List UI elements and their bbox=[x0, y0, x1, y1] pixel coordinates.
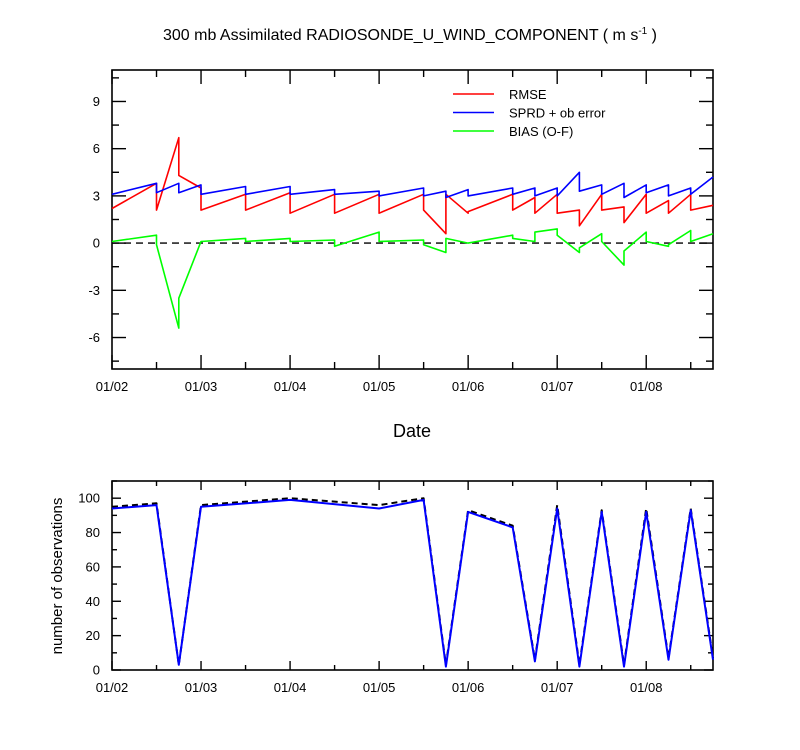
x-tick-label: 01/03 bbox=[185, 379, 218, 394]
x-tick-label: 01/06 bbox=[452, 379, 485, 394]
plot-frame bbox=[111, 69, 714, 370]
x-tick-label: 01/08 bbox=[630, 379, 663, 394]
y-tick-label: 20 bbox=[86, 628, 100, 643]
y-tick-label: 40 bbox=[86, 594, 100, 609]
bottom-panel: 01/02 01/03 01/04 01/05 01/06 01/07 01/08 0 20 40… bbox=[49, 480, 714, 695]
chart-title: 300 mb Assimilated RADIOSONDE_U_WIND_COM… bbox=[163, 26, 657, 44]
x-tick-label: 01/06 bbox=[452, 680, 485, 695]
series-line-rmse bbox=[111, 136, 714, 235]
y-axis-label: number of observations bbox=[49, 498, 66, 655]
y-tick-label: 3 bbox=[93, 188, 100, 203]
y-tick-label: 100 bbox=[78, 491, 100, 506]
x-tick-label: 01/03 bbox=[185, 680, 218, 695]
legend-label: BIAS (O-F) bbox=[509, 124, 573, 139]
y-tick-label: 6 bbox=[93, 141, 100, 156]
x-tick-label: 01/04 bbox=[274, 680, 307, 695]
y-tick-label: -6 bbox=[88, 330, 100, 345]
series-line-observations-used bbox=[111, 498, 714, 668]
legend-label: RMSE bbox=[509, 87, 547, 102]
top-panel: 01/02 01/03 01/04 01/05 01/06 01/07 01/08 -6 -3 0… bbox=[88, 69, 714, 441]
series-line-observations-possible bbox=[111, 497, 714, 666]
x-tick-label: 01/07 bbox=[541, 379, 574, 394]
x-tick-label: 01/02 bbox=[96, 379, 129, 394]
y-tick-label: 80 bbox=[86, 525, 100, 540]
x-tick-label: 01/05 bbox=[363, 680, 396, 695]
y-tick-label: -3 bbox=[88, 283, 100, 298]
x-tick-label: 01/02 bbox=[96, 680, 129, 695]
x-tick-label: 01/07 bbox=[541, 680, 574, 695]
plot-frame bbox=[111, 480, 714, 671]
series-line-sprd-ob-error bbox=[111, 171, 714, 199]
x-tick-label: 01/05 bbox=[363, 379, 396, 394]
x-axis-label: Date bbox=[393, 421, 431, 441]
y-tick-label: 60 bbox=[86, 559, 100, 574]
y-tick-label: 9 bbox=[93, 94, 100, 109]
legend-label: SPRD + ob error bbox=[509, 106, 606, 121]
y-tick-label: 0 bbox=[93, 663, 100, 678]
y-tick-label: 0 bbox=[93, 236, 100, 251]
x-tick-label: 01/04 bbox=[274, 379, 307, 394]
series-line-bias-o-f bbox=[111, 228, 714, 329]
x-tick-label: 01/08 bbox=[630, 680, 663, 695]
